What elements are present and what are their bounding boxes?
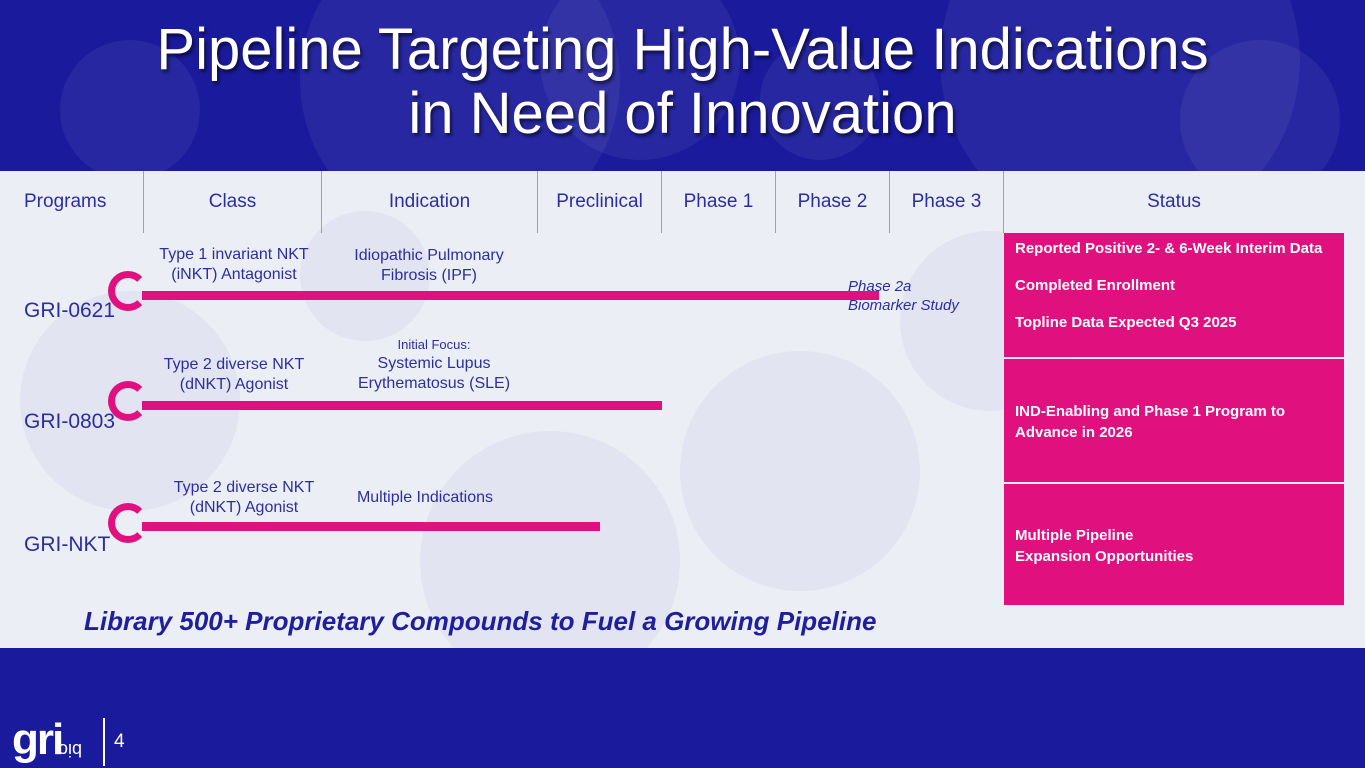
page-number: 4: [114, 731, 125, 752]
status-item: Topline Data Expected Q3 2025: [1015, 314, 1237, 331]
gri-0803-hook-icon: [108, 381, 148, 421]
gri-nkt-class: Type 2 diverse NKT (dNKT) Agonist: [173, 479, 315, 516]
status-item: Reported Positive 2- & 6-Week Interim Da…: [1015, 240, 1323, 257]
gri-0621-progress-bar: [142, 291, 879, 300]
title-line-2: in Need of Innovation: [408, 81, 957, 146]
gri-0621-status: Reported Positive 2- & 6-Week Interim Da…: [1004, 233, 1344, 357]
gri-nkt-progress-bar: [142, 522, 600, 531]
gri-0621-hook-icon: [108, 271, 148, 311]
gri-0803-indication: Initial Focus: Systemic Lupus Erythematos…: [322, 336, 546, 394]
gri-nkt-hook-icon: [108, 503, 148, 543]
program-gri-0803: GRI-0803: [24, 410, 116, 433]
header-status: Status: [1147, 191, 1201, 212]
header-class: Class: [144, 171, 322, 233]
gri-0621-phase-note: Phase 2a Biomarker Study: [848, 278, 959, 314]
header-preclinical: Preclinical: [538, 171, 662, 233]
gri-0803-status: IND-Enabling and Phase 1 Program to Adva…: [1004, 359, 1344, 482]
header-phase1: Phase 1: [662, 171, 776, 233]
title-line-1: Pipeline Targeting High-Value Indication…: [156, 17, 1209, 82]
status-item: IND-Enabling and Phase 1 Program to Adva…: [1015, 403, 1286, 441]
header-indication: Indication: [322, 171, 538, 233]
gri-nkt-status: Multiple Pipeline Expansion Opportunitie…: [1004, 484, 1344, 605]
gri-logo: gri: [12, 715, 64, 764]
gri-0803-indication-note: Initial Focus:: [397, 337, 471, 352]
gri-0803-class: Type 2 diverse NKT (dNKT) Agonist: [163, 356, 305, 393]
page-title: Pipeline Targeting High-Value Indication…: [0, 18, 1365, 146]
header-phase3: Phase 3: [890, 171, 1004, 233]
status-item: Expansion Opportunities: [1015, 548, 1194, 565]
gri-0803-progress-bar: [142, 401, 662, 410]
status-item: Completed Enrollment: [1015, 277, 1176, 294]
gri-0621-class: Type 1 invariant NKT (iNKT) Antagonist: [159, 246, 309, 283]
program-gri-nkt: GRI-NKT: [24, 533, 111, 556]
gri-nkt-indication: Multiple Indications: [356, 489, 494, 506]
status-item: Multiple Pipeline: [1015, 527, 1134, 544]
bio-logo: bio: [58, 740, 83, 760]
gri-0621-indication: Idiopathic Pulmonary Fibrosis (IPF): [354, 247, 504, 284]
footer-divider: [103, 718, 105, 766]
header-phase2: Phase 2: [776, 171, 890, 233]
program-gri-0621: GRI-0621: [24, 299, 116, 322]
header-programs: Programs: [0, 171, 144, 233]
tagline: Library 500+ Proprietary Compounds to Fu…: [84, 606, 877, 636]
